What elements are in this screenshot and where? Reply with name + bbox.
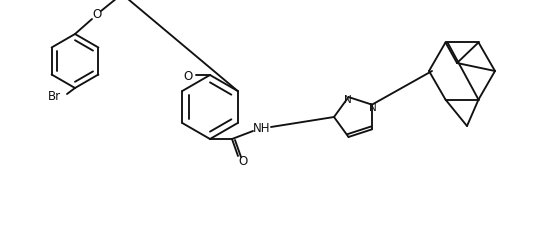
Text: O: O	[184, 69, 193, 82]
Text: Br: Br	[48, 90, 61, 103]
Text: O: O	[92, 9, 102, 21]
Text: NH: NH	[253, 122, 271, 135]
Text: N: N	[369, 102, 377, 112]
Text: N: N	[344, 94, 351, 105]
Text: O: O	[238, 155, 248, 168]
